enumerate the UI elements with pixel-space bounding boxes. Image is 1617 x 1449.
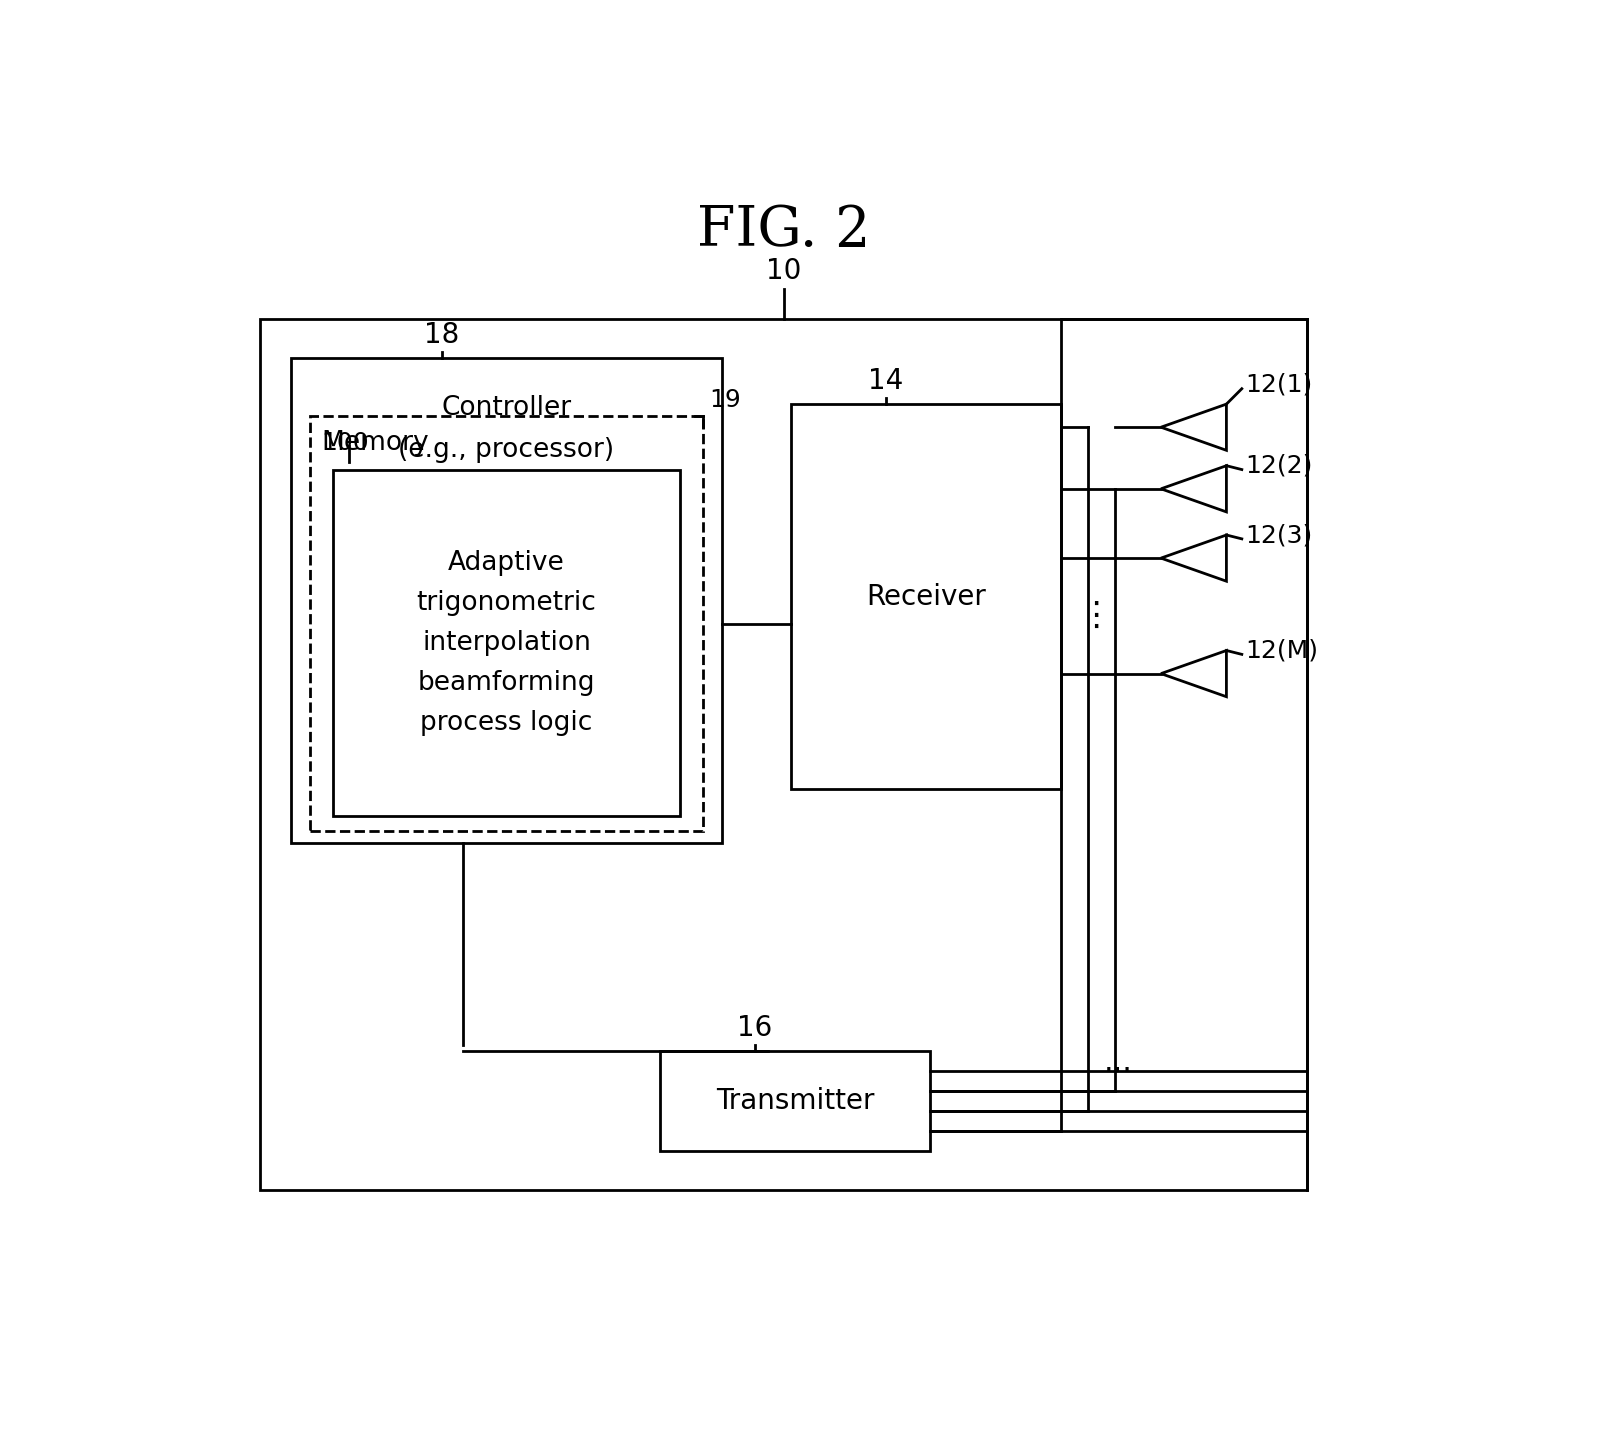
Text: Memory: Memory — [322, 429, 430, 455]
Bar — [310, 416, 703, 832]
Text: Receiver: Receiver — [867, 582, 986, 610]
Text: 12(M): 12(M) — [1245, 639, 1319, 662]
Bar — [333, 469, 679, 816]
Text: 12(1): 12(1) — [1245, 372, 1313, 397]
Text: 14: 14 — [868, 367, 904, 396]
Bar — [260, 319, 1307, 1190]
Text: ⋮: ⋮ — [1079, 600, 1112, 632]
Bar — [660, 1051, 930, 1151]
Text: ...: ... — [1104, 1048, 1134, 1077]
Text: 16: 16 — [737, 1014, 773, 1042]
Text: (e.g., processor): (e.g., processor) — [398, 438, 614, 464]
Text: Transmitter: Transmitter — [716, 1087, 875, 1114]
Text: 19: 19 — [708, 388, 741, 412]
Text: 18: 18 — [424, 320, 459, 349]
Text: FIG. 2: FIG. 2 — [697, 203, 870, 258]
Text: Adaptive
trigonometric
interpolation
beamforming
process logic: Adaptive trigonometric interpolation bea… — [417, 549, 597, 736]
Bar — [291, 358, 723, 843]
Text: 12(2): 12(2) — [1245, 454, 1313, 478]
Text: 100: 100 — [322, 430, 369, 455]
Bar — [791, 404, 1061, 790]
Text: 12(3): 12(3) — [1245, 523, 1313, 548]
Text: 10: 10 — [766, 256, 802, 285]
Text: Controller: Controller — [441, 396, 571, 422]
